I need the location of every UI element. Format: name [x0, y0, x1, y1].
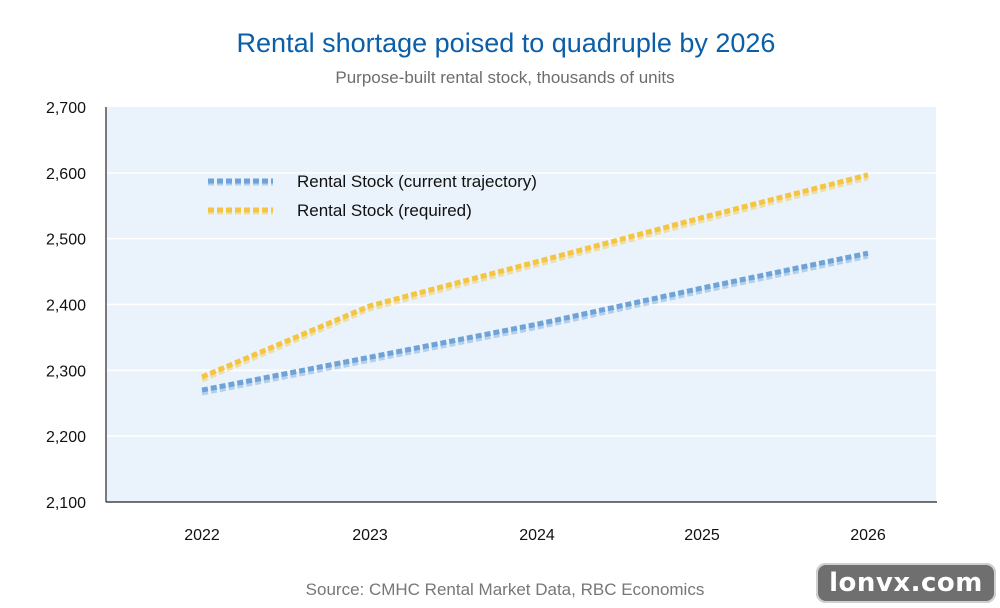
axes — [105, 107, 937, 503]
y-tick-label: 2,300 — [46, 363, 86, 380]
x-tick-label: 2025 — [684, 527, 720, 544]
x-tick-label: 2026 — [850, 527, 886, 544]
y-tick-label: 2,200 — [46, 429, 86, 446]
y-tick-label: 2,600 — [46, 166, 86, 183]
x-tick-label: 2024 — [519, 527, 555, 544]
y-tick-labels: 2,100 2,200 2,300 2,400 2,500 2,600 2,700 — [46, 100, 86, 512]
series-lines — [201, 172, 869, 396]
watermark-logo: lonvx.com — [816, 563, 996, 603]
series-line — [201, 172, 869, 380]
gridlines — [107, 172, 936, 437]
x-tick-labels: 2022 2023 2024 2025 2026 — [184, 527, 886, 544]
x-tick-label: 2022 — [184, 527, 220, 544]
legend-label: Rental Stock (current trajectory) — [297, 172, 537, 191]
y-tick-label: 2,500 — [46, 232, 86, 249]
y-tick-label: 2,700 — [46, 100, 86, 117]
chart-subtitle: Purpose-built rental stock, thousands of… — [335, 68, 675, 87]
y-tick-label: 2,400 — [46, 298, 86, 315]
source-note: Source: CMHC Rental Market Data, RBC Eco… — [305, 580, 705, 599]
x-tick-label: 2023 — [352, 527, 388, 544]
series-line-shadow — [201, 175, 869, 383]
y-tick-label: 2,100 — [46, 495, 86, 512]
legend: Rental Stock (current trajectory) Rental … — [208, 172, 537, 220]
chart-title: Rental shortage poised to quadruple by 2… — [236, 28, 776, 58]
legend-label: Rental Stock (required) — [297, 201, 472, 220]
